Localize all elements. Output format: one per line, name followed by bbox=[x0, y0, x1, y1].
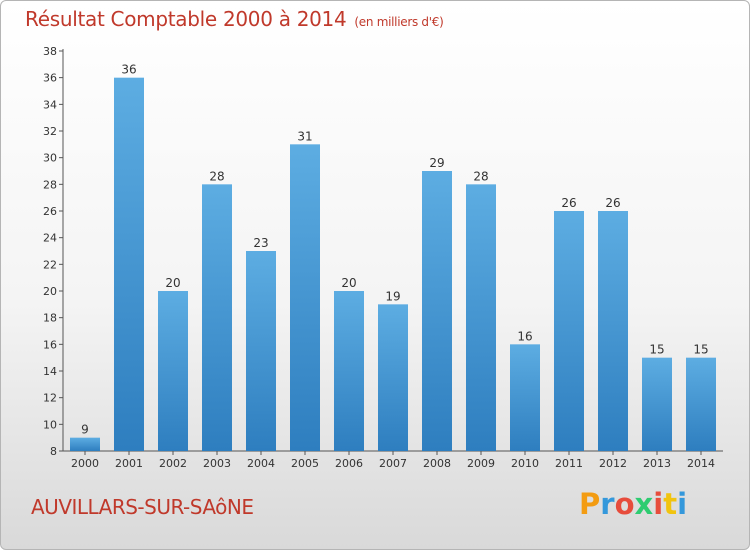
y-tick-label: 12 bbox=[43, 392, 57, 405]
y-tick-label: 16 bbox=[43, 338, 57, 351]
y-tick-label: 8 bbox=[50, 445, 57, 458]
x-tick-label: 2004 bbox=[247, 457, 275, 470]
brand-letter: P bbox=[579, 487, 601, 521]
brand-letter: t bbox=[663, 487, 678, 521]
chart-unit: (en milliers d'€) bbox=[354, 15, 444, 29]
bar-value-label: 19 bbox=[385, 289, 400, 303]
bar-2012 bbox=[598, 211, 628, 451]
bar-value-label: 16 bbox=[517, 329, 532, 343]
bar-value-label: 26 bbox=[605, 196, 620, 210]
x-tick-label: 2005 bbox=[291, 457, 319, 470]
bar-2001 bbox=[114, 77, 144, 452]
bar-2009 bbox=[466, 184, 496, 452]
y-tick-label: 14 bbox=[43, 365, 57, 378]
brand-letter: i bbox=[653, 487, 664, 521]
x-tick-label: 2011 bbox=[555, 457, 583, 470]
y-tick-label: 34 bbox=[43, 98, 57, 111]
bar-value-label: 15 bbox=[649, 343, 664, 357]
x-tick-label: 2014 bbox=[687, 457, 715, 470]
bar-value-label: 20 bbox=[165, 276, 180, 290]
y-tick-label: 36 bbox=[43, 72, 57, 85]
y-tick-label: 30 bbox=[43, 152, 57, 165]
bar-2007 bbox=[378, 304, 408, 451]
brand-letter: x bbox=[634, 487, 654, 521]
y-tick-label: 10 bbox=[43, 418, 57, 431]
chart-title: Résultat Comptable 2000 à 2014 bbox=[25, 7, 347, 31]
x-tick-label: 2001 bbox=[115, 457, 143, 470]
bar-2013 bbox=[642, 357, 672, 451]
y-tick-label: 32 bbox=[43, 125, 57, 138]
y-tick-label: 20 bbox=[43, 285, 57, 298]
bar-2005 bbox=[290, 144, 320, 452]
bar-2002 bbox=[158, 291, 188, 451]
bar-2004 bbox=[246, 251, 276, 451]
bar-2014 bbox=[686, 357, 716, 451]
chart-title-block: Résultat Comptable 2000 à 2014 (en millie… bbox=[25, 7, 444, 31]
bar-value-label: 26 bbox=[561, 196, 576, 210]
bar-2006 bbox=[334, 291, 364, 451]
bar-2011 bbox=[554, 211, 584, 451]
x-tick-label: 2009 bbox=[467, 457, 495, 470]
location-name: AUVILLARS-SUR-SAôNE bbox=[31, 495, 254, 519]
bar-2003 bbox=[202, 184, 232, 452]
brand-logo: Proxiti bbox=[579, 487, 687, 521]
x-tick-label: 2002 bbox=[159, 457, 187, 470]
bar-2008 bbox=[422, 171, 452, 451]
bar-value-label: 28 bbox=[209, 169, 224, 183]
bar-value-label: 28 bbox=[473, 169, 488, 183]
x-tick-label: 2003 bbox=[203, 457, 231, 470]
bar-value-label: 29 bbox=[429, 156, 444, 170]
y-tick-label: 22 bbox=[43, 258, 57, 271]
bar-value-label: 36 bbox=[121, 63, 136, 77]
bar-2010 bbox=[510, 344, 540, 451]
x-tick-label: 2012 bbox=[599, 457, 627, 470]
x-tick-label: 2010 bbox=[511, 457, 539, 470]
x-tick-label: 2006 bbox=[335, 457, 363, 470]
bar-value-label: 20 bbox=[341, 276, 356, 290]
y-tick-label: 24 bbox=[43, 232, 57, 245]
y-tick-label: 26 bbox=[43, 205, 57, 218]
y-tick-label: 28 bbox=[43, 178, 57, 191]
brand-letter: r bbox=[600, 487, 615, 521]
x-tick-label: 2013 bbox=[643, 457, 671, 470]
bar-value-label: 31 bbox=[297, 129, 312, 143]
x-tick-label: 2008 bbox=[423, 457, 451, 470]
x-tick-label: 2007 bbox=[379, 457, 407, 470]
y-tick-label: 38 bbox=[43, 45, 57, 58]
bar-2000 bbox=[70, 437, 100, 451]
bar-value-label: 15 bbox=[693, 343, 708, 357]
brand-letter: o bbox=[614, 487, 635, 521]
bar-value-label: 23 bbox=[253, 236, 268, 250]
bar-value-label: 9 bbox=[81, 423, 89, 437]
x-tick-label: 2000 bbox=[71, 457, 99, 470]
y-tick-label: 18 bbox=[43, 312, 57, 325]
brand-letter: i bbox=[677, 487, 688, 521]
